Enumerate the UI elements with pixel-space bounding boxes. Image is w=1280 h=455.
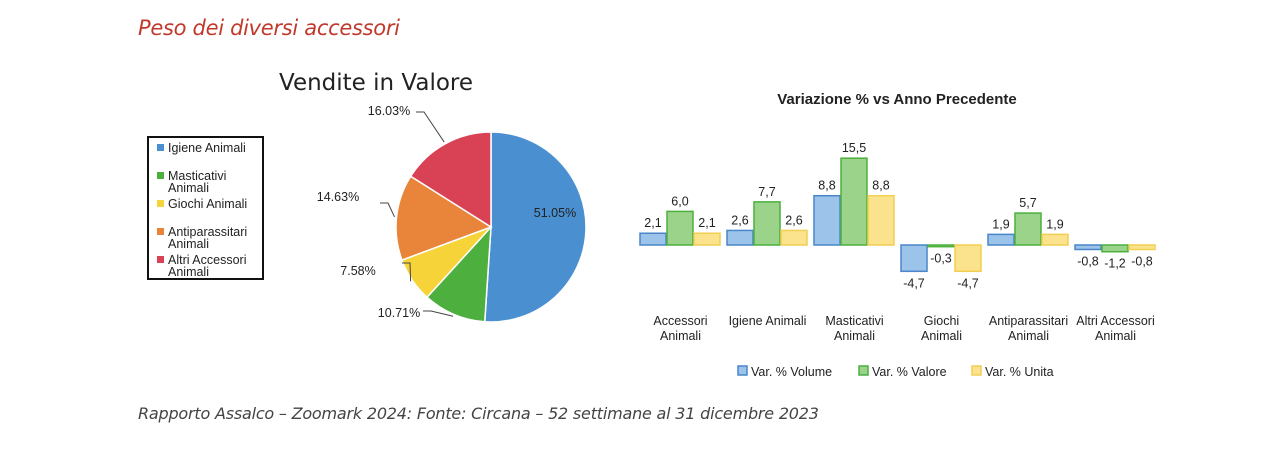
- bar: [1101, 244, 1129, 253]
- bar-data-label: 2,6: [731, 213, 748, 227]
- bar: [780, 229, 808, 246]
- category-label: Igiene Animali: [729, 314, 807, 328]
- bar: [927, 244, 955, 248]
- bar-data-label: 2,6: [785, 213, 802, 227]
- pie-leader-line: [423, 310, 454, 317]
- bar-data-label: 5,7: [1019, 196, 1036, 210]
- bar: [1041, 233, 1069, 246]
- bar: [1128, 244, 1156, 251]
- bar-data-label: 1,9: [992, 217, 1009, 231]
- bar-data-label: 2,1: [698, 216, 715, 230]
- legend-swatch: [157, 172, 164, 179]
- legend-label: Altri Accessori Animali: [168, 253, 247, 279]
- legend-label: Masticativi Animali: [168, 169, 227, 195]
- bar-legend-label: Var. % Volume: [751, 365, 832, 379]
- category-label: Altri Accessori Animali: [1076, 314, 1155, 343]
- pie-legend: Igiene Animali Masticativi Animali Gioch…: [147, 136, 264, 280]
- pie-legend-item: Masticativi Animali: [157, 170, 262, 194]
- pie-slice: [483, 131, 587, 323]
- bar-data-label: 1,9: [1046, 217, 1063, 231]
- category-label: Accessori Animali: [653, 314, 707, 343]
- pie-chart-title: Vendite in Valore: [279, 70, 474, 96]
- bar-data-label: 7,7: [758, 185, 775, 199]
- bar-legend-label: Var. % Unita: [985, 365, 1054, 379]
- page-heading: Peso dei diversi accessori: [138, 16, 400, 40]
- bar-data-label: -0,8: [1077, 254, 1099, 268]
- bar-data-label: 8,8: [872, 179, 889, 193]
- legend-swatch: [157, 256, 164, 263]
- bar: [900, 244, 928, 273]
- bar: [726, 229, 754, 246]
- pie-leader-line: [380, 202, 395, 218]
- pie-slice: [395, 175, 493, 262]
- bar-data-label: -0,3: [930, 252, 952, 266]
- legend-label: Giochi Animali: [168, 197, 248, 211]
- bar: [840, 157, 868, 246]
- category-label: Giochi Animali: [921, 314, 962, 343]
- bar-legend-swatch: [971, 365, 982, 376]
- bar-data-label: -1,2: [1104, 257, 1126, 271]
- legend-swatch: [157, 144, 164, 151]
- bar: [639, 232, 667, 246]
- bar-legend-swatch: [737, 365, 748, 376]
- bar: [1014, 212, 1042, 246]
- bar-data-label: 8,8: [818, 179, 835, 193]
- legend-label: Igiene Animali: [168, 141, 246, 155]
- pie-legend-item: Altri Accessori Animali: [157, 254, 262, 278]
- pie-data-label: 10.71%: [378, 306, 420, 320]
- legend-swatch: [157, 200, 164, 207]
- bar: [987, 233, 1015, 246]
- category-label: Masticativi Animali: [825, 314, 883, 343]
- legend-swatch: [157, 228, 164, 235]
- bar-data-label: 2,1: [644, 216, 661, 230]
- bar-data-label: -0,8: [1131, 254, 1153, 268]
- bar-data-label: -4,7: [903, 276, 925, 290]
- bar: [693, 232, 721, 246]
- pie-data-label: 14.63%: [317, 190, 359, 204]
- pie-leader-line: [416, 111, 445, 143]
- bar-legend-label: Var. % Valore: [872, 365, 947, 379]
- pie-legend-item: Giochi Animali: [157, 198, 262, 210]
- bar-data-label: 6,0: [671, 194, 688, 208]
- pie-data-label: 16.03%: [368, 104, 410, 118]
- bar: [1074, 244, 1102, 251]
- bar: [666, 210, 694, 246]
- bar-chart-title: Variazione % vs Anno Precedente: [777, 91, 1017, 108]
- pie-legend-item: Antiparassitari Animali: [157, 226, 262, 250]
- pie-slice: [409, 131, 492, 229]
- pie-leader-line: [402, 262, 412, 282]
- bar-legend-swatch: [858, 365, 869, 376]
- legend-label: Antiparassitari Animali: [168, 225, 248, 251]
- bar-data-label: -4,7: [957, 276, 979, 290]
- pie-data-label: 7.58%: [340, 264, 375, 278]
- source-footnote: Rapporto Assalco – Zoomark 2024: Fonte: …: [138, 404, 819, 423]
- pie-data-label: 51.05%: [534, 206, 576, 220]
- bar: [867, 194, 895, 246]
- pie-legend-item: Igiene Animali: [157, 142, 262, 154]
- bar: [753, 201, 781, 246]
- bar-data-label: 15,5: [842, 141, 866, 155]
- category-label: Antiparassitari Animali: [989, 314, 1068, 343]
- bar: [954, 244, 982, 273]
- bar: [813, 194, 841, 246]
